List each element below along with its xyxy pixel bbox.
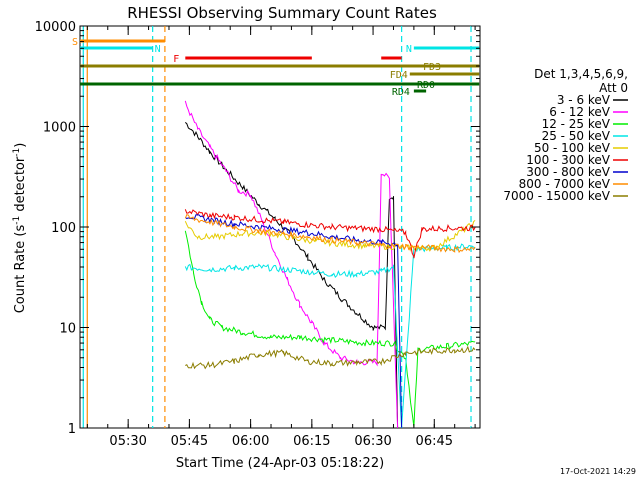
series-line	[184, 209, 476, 259]
y-label-sup2: -1	[12, 148, 22, 157]
flag-label: N	[406, 44, 412, 55]
legend-entry-label: 300 - 800 keV	[526, 165, 610, 179]
y-tick-label: 100	[51, 221, 76, 236]
x-tick-label: 06:30	[354, 434, 391, 449]
axis-ticks: 1 10 100 1000 10000 05:30 05:45 06:00 06:15 06:30…	[35, 20, 480, 449]
x-tick-label: 05:30	[109, 434, 146, 449]
flag-bars: S N N F FD3 FD4 RD0 RD4	[72, 37, 480, 98]
y-tick-label: 10	[59, 322, 76, 337]
legend-entry-label: 800 - 7000 keV	[519, 177, 611, 191]
y-axis-label: Count Rate (s-1 detector-1)	[12, 143, 28, 314]
y-label-main: Count Rate (s	[13, 225, 28, 314]
flag-label: N	[155, 44, 161, 55]
flag-label: FD3	[423, 62, 441, 73]
y-tick-label: 1000	[43, 121, 76, 136]
series-line	[184, 230, 476, 427]
legend-entry-label: 7000 - 15000 keV	[503, 189, 610, 203]
legend-entry-label: 3 - 6 keV	[557, 93, 611, 107]
legend-entry-label: 25 - 50 keV	[542, 129, 611, 143]
y-label-mid: detector	[13, 156, 28, 216]
vertical-markers	[82, 26, 472, 428]
flag-label: S	[72, 37, 78, 48]
x-tick-label: 06:15	[293, 434, 330, 449]
series-line	[184, 122, 399, 428]
legend-entry-label: 50 - 100 keV	[534, 141, 611, 155]
x-axis-label: Start Time (24-Apr-03 05:18:22)	[176, 456, 384, 471]
y-label-sup: -1	[12, 216, 22, 225]
flag-label: FD4	[390, 70, 408, 81]
y-tick-label: 1	[68, 422, 76, 437]
series-line	[184, 220, 476, 252]
series-line	[184, 243, 476, 429]
chart-title: RHESSI Observing Summary Count Rates	[127, 4, 437, 22]
x-tick-label: 06:00	[232, 434, 269, 449]
series-line	[184, 100, 399, 429]
legend-entry-label: 100 - 300 keV	[526, 153, 610, 167]
series-line	[185, 345, 476, 370]
series-lines	[184, 100, 476, 429]
legend-header-2: Att 0	[599, 81, 628, 95]
flag-label: F	[173, 54, 179, 65]
flag-label: RD4	[392, 87, 410, 98]
y-tick-label: 10000	[35, 20, 76, 35]
x-tick-label: 05:45	[171, 434, 208, 449]
x-tick-label: 06:45	[416, 434, 453, 449]
legend-entry-label: 6 - 12 keV	[549, 105, 611, 119]
series-line	[184, 213, 476, 254]
flag-label: RD0	[417, 80, 435, 91]
y-label-end: )	[13, 143, 28, 148]
legend-entry-label: 12 - 25 keV	[542, 117, 611, 131]
footer-timestamp: 17-Oct-2021 14:29	[560, 467, 636, 476]
legend-header-1: Det 1,3,4,5,6,9,	[534, 67, 628, 81]
